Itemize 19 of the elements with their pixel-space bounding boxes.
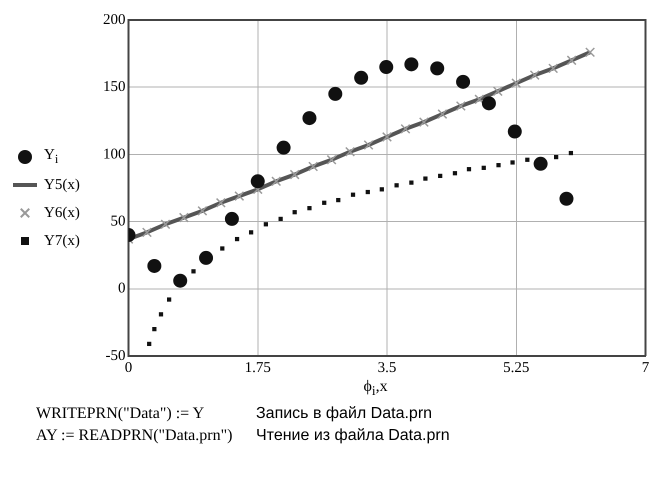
y-tick-label: 150 bbox=[103, 79, 126, 96]
legend-label: Y5(x) bbox=[44, 176, 80, 194]
y-tick-label: 100 bbox=[103, 146, 126, 162]
legend-label: Y$_{i}$ bbox=[44, 147, 58, 167]
x-tick-label: 5.25 bbox=[503, 360, 530, 376]
x-axis-title: ϕ$_{i}$,x bbox=[362, 378, 389, 400]
legend-label: Y7(x) bbox=[44, 232, 80, 250]
x-tick-label: 1.75 bbox=[244, 360, 271, 376]
text: WRITEPRN("Data") := Y bbox=[36, 405, 206, 424]
y-tick-label: -50 bbox=[106, 348, 126, 364]
y-tick-label: 50 bbox=[110, 214, 126, 230]
text: Запись в файл Data.prn bbox=[256, 405, 434, 424]
legend-label: Y6(x) bbox=[44, 204, 80, 222]
text: Чтение из файла Data.prn bbox=[256, 427, 451, 446]
x-tick-label: 7 bbox=[642, 360, 650, 376]
y-tick-label: 200 bbox=[103, 12, 126, 28]
text: AY := READPRN("Data.prn") bbox=[36, 427, 234, 446]
y-tick-label: 0 bbox=[118, 280, 126, 297]
x-tick-label: 3.5 bbox=[378, 360, 396, 376]
